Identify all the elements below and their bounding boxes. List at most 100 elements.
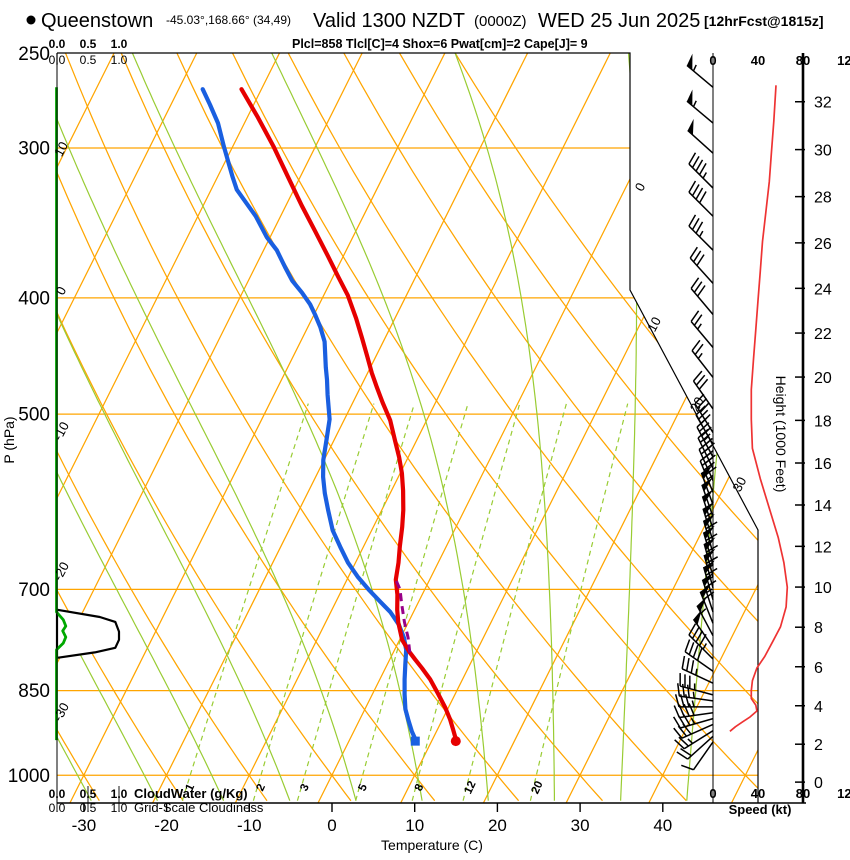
- wind-speed-profile: [729, 85, 789, 732]
- svg-text:-10: -10: [237, 816, 262, 835]
- parcel-parameters: Plcl=858 Tlcl[C]=4 Shox=6 Pwat[cm]=2 Cap…: [292, 37, 588, 51]
- svg-text:8: 8: [413, 782, 427, 793]
- svg-text:14: 14: [814, 498, 832, 515]
- svg-text:30: 30: [814, 143, 832, 160]
- sounding-curves: [200, 87, 461, 747]
- svg-text:-20: -20: [50, 559, 72, 583]
- svg-text:28: 28: [814, 190, 832, 207]
- svg-text:4: 4: [814, 699, 823, 716]
- wind-barb: [701, 489, 714, 529]
- svg-text:80: 80: [796, 786, 810, 801]
- svg-text:10: 10: [644, 314, 664, 334]
- wind-barb: [673, 723, 714, 739]
- valid-utc: (0000Z): [474, 13, 527, 30]
- svg-text:500: 500: [18, 405, 50, 426]
- svg-text:0.0: 0.0: [49, 37, 66, 51]
- cloudwater-axis-title: CloudWater (g/Kg): [134, 786, 248, 801]
- wind-barb: [677, 683, 714, 702]
- wind-barb: [690, 277, 714, 316]
- svg-text:20: 20: [814, 370, 832, 387]
- wind-barb: [692, 609, 714, 648]
- cloudiness-axis-title: Grid-Scale Cloudiness: [134, 800, 264, 815]
- wind-barb: [687, 118, 714, 154]
- wind-barb: [688, 214, 714, 251]
- svg-text:3: 3: [298, 782, 312, 793]
- svg-text:-10: -10: [50, 419, 72, 443]
- svg-text:32: 32: [814, 95, 832, 112]
- svg-text:300: 300: [18, 138, 50, 159]
- valid-time: Valid 1300 NZDT: [313, 10, 465, 32]
- pressure-axis-title: P (hPa): [1, 416, 17, 463]
- station-coords: -45.03°,168.66° (34,49): [166, 13, 291, 27]
- svg-text:-20: -20: [154, 816, 179, 835]
- background-grid: [57, 53, 758, 803]
- svg-text:12: 12: [814, 539, 832, 556]
- svg-text:1.0: 1.0: [111, 53, 128, 67]
- wind-barb: [681, 655, 714, 684]
- svg-text:850: 850: [18, 681, 50, 702]
- svg-text:10: 10: [814, 580, 832, 597]
- svg-text:0: 0: [709, 53, 716, 68]
- svg-text:40: 40: [751, 53, 765, 68]
- svg-text:12: 12: [462, 779, 478, 796]
- svg-text:30: 30: [729, 474, 749, 494]
- svg-text:1000: 1000: [8, 766, 50, 787]
- valid-date: WED 25 Jun 2025: [538, 10, 700, 32]
- wind-barb: [688, 152, 714, 189]
- svg-text:-30: -30: [50, 700, 72, 724]
- wind-barb: [689, 246, 714, 284]
- wind-barb: [676, 735, 714, 760]
- svg-text:30: 30: [571, 816, 590, 835]
- svg-text:18: 18: [814, 413, 832, 430]
- svg-text:20: 20: [529, 779, 545, 796]
- wind-barb: [691, 339, 714, 378]
- temperature-axis-title: Temperature (C): [381, 837, 483, 853]
- wind-barb: [699, 452, 717, 493]
- svg-text:700: 700: [18, 580, 50, 601]
- wind-barb: [686, 89, 714, 124]
- svg-text:16: 16: [814, 456, 832, 473]
- wind-barb: [702, 513, 718, 554]
- svg-text:0: 0: [327, 816, 336, 835]
- svg-text:2: 2: [814, 737, 823, 754]
- wind-barb: [686, 53, 714, 88]
- svg-text:5: 5: [357, 782, 371, 793]
- svg-text:20: 20: [488, 816, 507, 835]
- wind-barb: [681, 741, 714, 771]
- wind-barb: [679, 673, 714, 696]
- wind-barb: [688, 180, 714, 217]
- wind-barbs: [672, 53, 719, 771]
- wind-barb: [690, 310, 714, 349]
- forecast-tag: [12hrFcst@1815z]: [704, 13, 823, 29]
- svg-text:80: 80: [796, 53, 810, 68]
- wind-barb: [674, 730, 714, 750]
- wind-barb: [702, 501, 715, 542]
- cloudiness-profile: [55, 87, 121, 741]
- plot-frame: [56, 52, 806, 804]
- wind-barb: [696, 596, 714, 637]
- svg-text:2: 2: [254, 782, 268, 793]
- svg-text:0.5: 0.5: [80, 53, 97, 67]
- station-name: Queenstown: [41, 10, 153, 32]
- svg-text:22: 22: [814, 326, 832, 343]
- svg-text:0.5: 0.5: [80, 37, 97, 51]
- wind-barb: [701, 477, 714, 518]
- svg-text:10: 10: [51, 139, 71, 159]
- svg-text:24: 24: [814, 281, 832, 298]
- height-axis-title: Height (1000 Feet): [773, 376, 789, 493]
- svg-text:8: 8: [814, 620, 823, 637]
- svg-text:6: 6: [814, 660, 823, 677]
- svg-text:40: 40: [751, 786, 765, 801]
- svg-text:250: 250: [18, 44, 50, 65]
- wind-barb: [688, 623, 714, 660]
- svg-text:40: 40: [653, 816, 672, 835]
- svg-text:1.0: 1.0: [111, 37, 128, 51]
- wind-barb: [684, 639, 714, 672]
- svg-text:400: 400: [18, 288, 50, 309]
- svg-text:0: 0: [709, 786, 716, 801]
- svg-text:0: 0: [814, 775, 823, 792]
- svg-text:0: 0: [632, 180, 649, 193]
- wind-barb: [700, 465, 714, 506]
